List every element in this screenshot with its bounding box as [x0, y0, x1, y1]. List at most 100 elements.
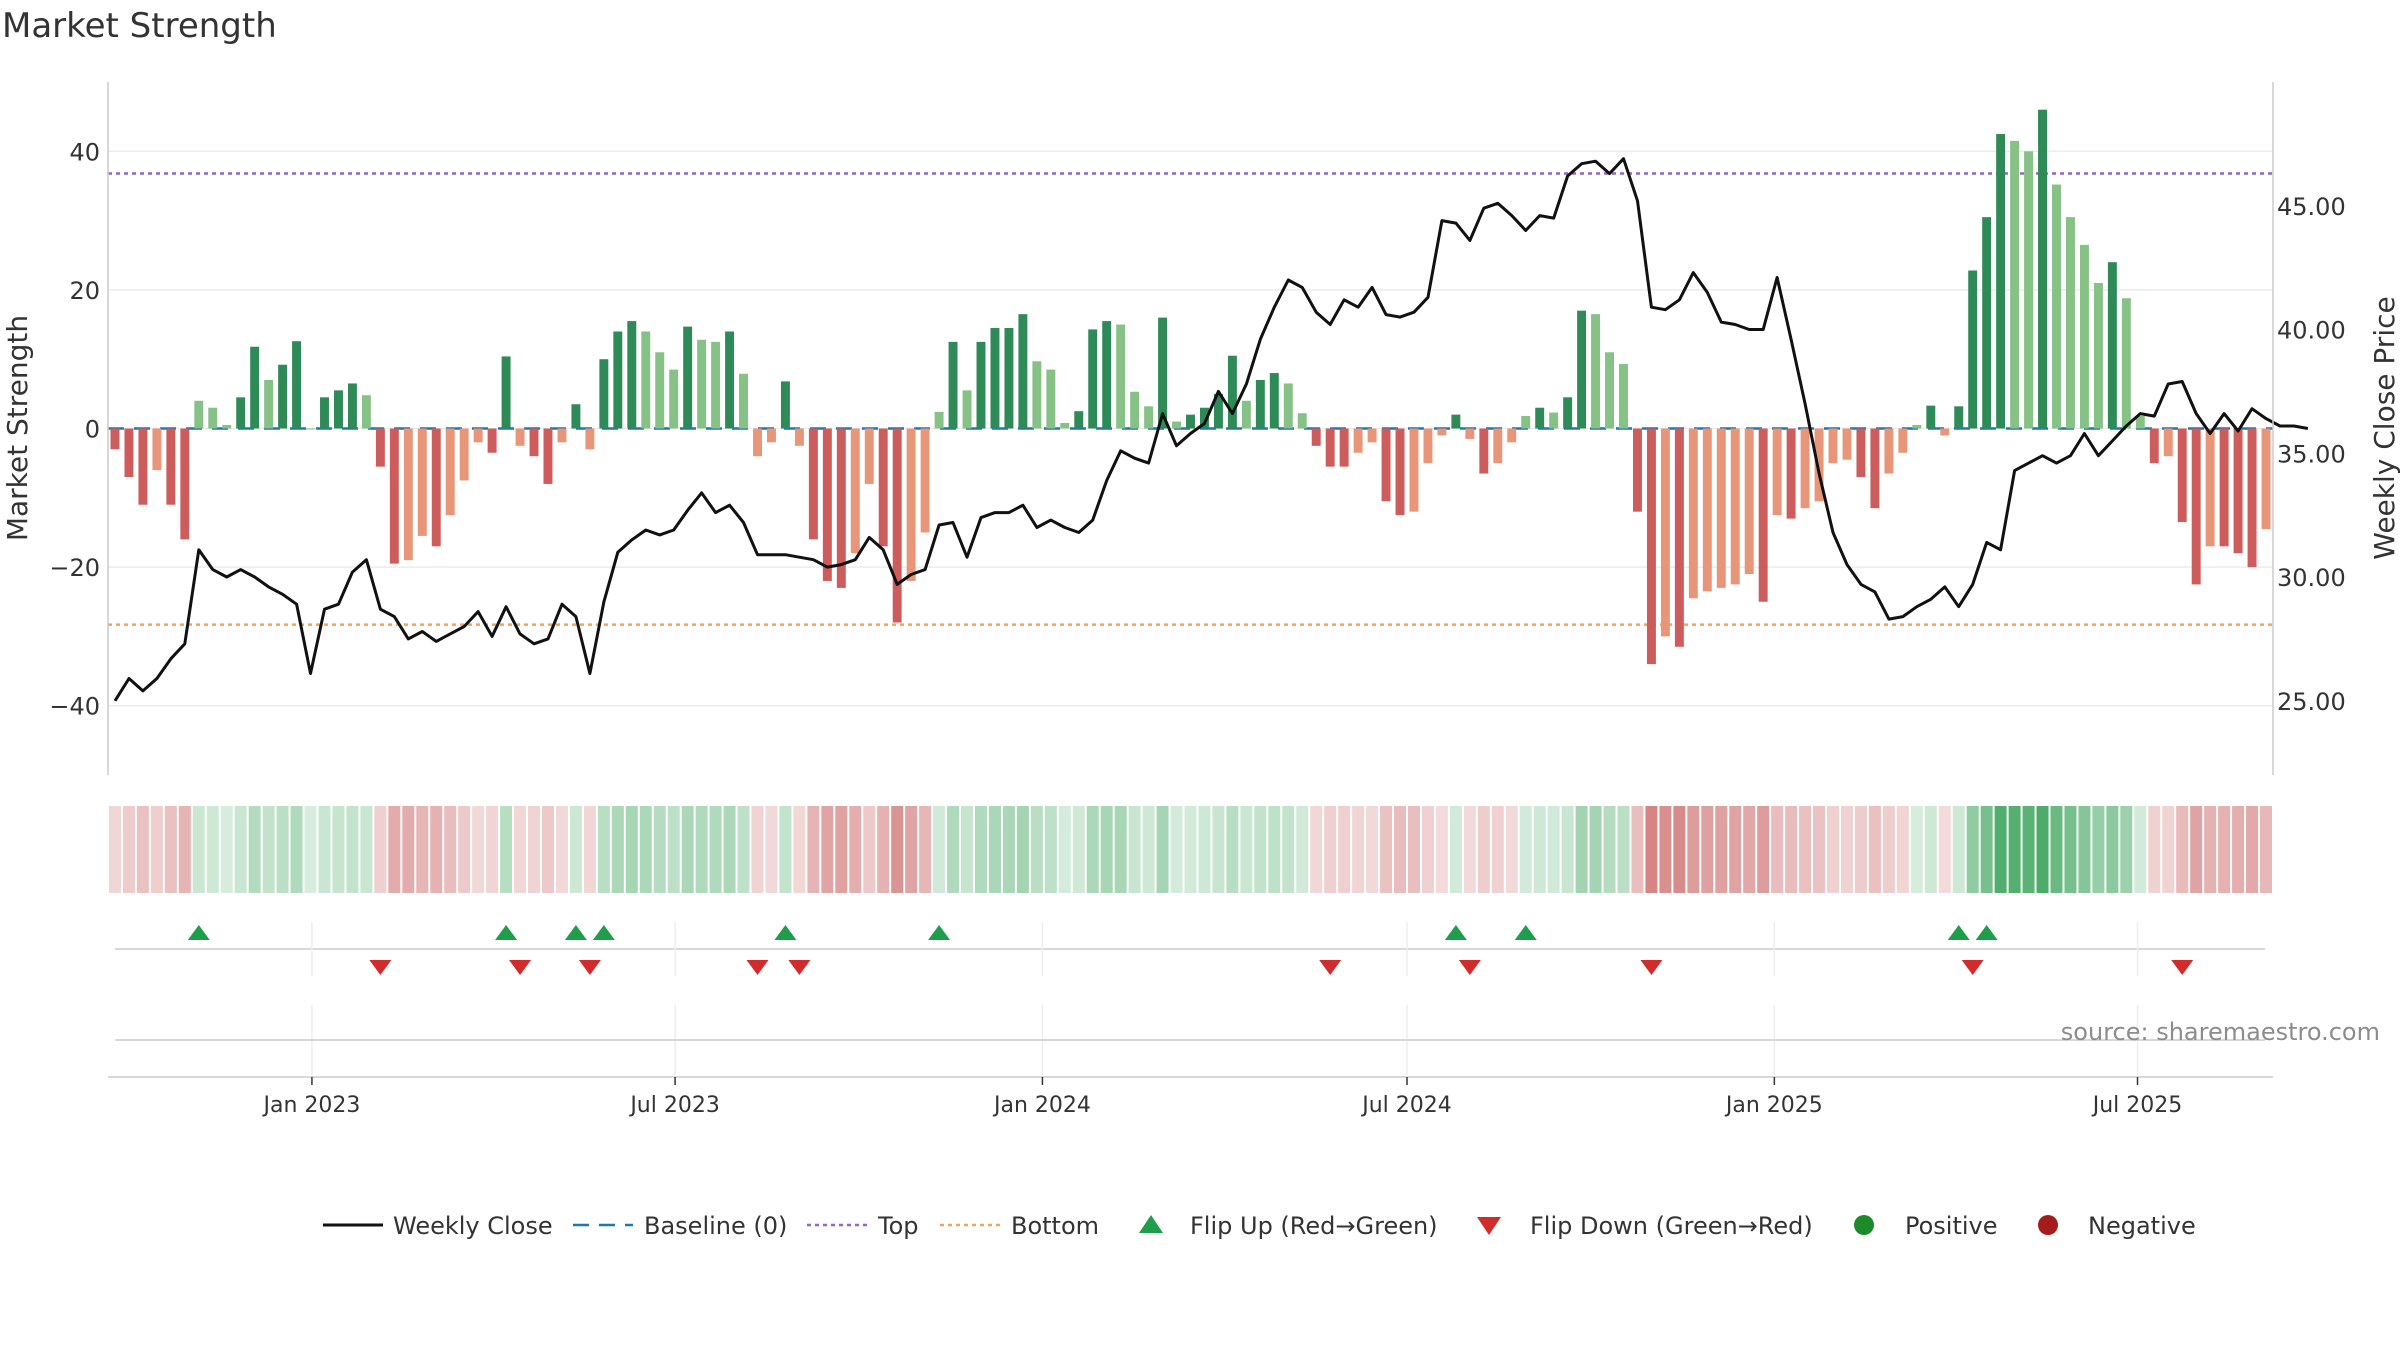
heat-cell — [1449, 806, 1462, 893]
strength-bar — [1172, 421, 1182, 429]
strength-bar — [1409, 428, 1419, 512]
strength-bar — [2219, 428, 2229, 547]
strength-bar — [1158, 317, 1168, 429]
heat-cell — [514, 806, 527, 893]
heat-cell — [1673, 806, 1686, 893]
heat-cell — [2120, 806, 2133, 893]
heat-cell — [444, 806, 457, 893]
strength-bar — [124, 428, 134, 478]
strength-bar — [1954, 406, 1964, 429]
strength-bar — [292, 341, 302, 429]
strength-bar — [808, 428, 818, 540]
strength-bar — [2065, 217, 2075, 429]
strength-bar — [543, 428, 553, 484]
x-tick-label: Jan 2023 — [261, 1093, 360, 1118]
strength-bar — [2024, 151, 2034, 429]
legend-label: Flip Down (Green→Red) — [1530, 1212, 1813, 1240]
heat-cell — [625, 806, 638, 893]
heat-cell — [1938, 806, 1951, 893]
strength-bar — [599, 359, 609, 429]
heat-cell — [597, 806, 610, 893]
strength-bar — [1367, 428, 1377, 443]
strength-bar — [389, 428, 399, 564]
heat-cell — [1743, 806, 1756, 893]
strength-bar — [306, 428, 316, 430]
heat-cell — [1729, 806, 1742, 893]
left-axis-label: Market Strength — [1, 315, 34, 541]
strength-bar — [1297, 413, 1307, 429]
lower-empty-panel — [108, 1005, 2273, 1078]
strength-bar — [2247, 428, 2257, 568]
strength-bar — [2107, 262, 2117, 429]
strength-bar — [431, 428, 441, 547]
strength-bar — [1632, 428, 1642, 512]
heat-cell — [1854, 806, 1867, 893]
strength-bar — [2261, 428, 2271, 529]
flip-up-marker — [774, 925, 797, 940]
strength-bar — [683, 326, 693, 429]
heat-cell — [1156, 806, 1169, 893]
strength-bar — [1423, 428, 1433, 464]
heat-cell — [1952, 806, 1965, 893]
strength-bar — [1772, 428, 1782, 516]
heat-cell — [1924, 806, 1937, 893]
heat-cell — [1659, 806, 1672, 893]
strength-bar — [138, 428, 148, 505]
strength-bar — [2093, 282, 2103, 429]
strength-bar — [864, 428, 874, 484]
legend-label: Baseline (0) — [644, 1212, 787, 1240]
strength-bar — [906, 428, 916, 581]
source-label: source: sharemaestro.com — [2061, 1018, 2380, 1046]
heat-cell — [1352, 806, 1365, 893]
strength-bar — [403, 428, 413, 561]
heat-cell — [1184, 806, 1197, 893]
heat-cell — [276, 806, 289, 893]
strength-bar — [934, 411, 944, 429]
heat-cell — [1910, 806, 1923, 893]
reference-lines — [108, 172, 2273, 626]
chart-title: Market Strength — [2, 6, 277, 46]
strength-bar — [1493, 428, 1503, 464]
heat-cell — [374, 806, 387, 893]
strength-bar — [2149, 428, 2159, 464]
right-tick-label: 45.00 — [2277, 193, 2346, 221]
strength-bar — [1255, 379, 1265, 429]
heat-cell — [220, 806, 233, 893]
heat-cell — [1645, 806, 1658, 893]
strength-bar — [333, 390, 343, 429]
flip-up-marker — [1975, 925, 1998, 940]
heat-cell — [304, 806, 317, 893]
strength-bar — [1465, 428, 1475, 439]
strength-bar — [1549, 412, 1559, 429]
heat-cell — [1142, 806, 1155, 893]
strength-bar — [613, 331, 623, 429]
heat-cell — [1212, 806, 1225, 893]
heat-cell — [318, 806, 331, 893]
strength-bar — [473, 428, 483, 443]
flip-down-marker — [369, 960, 392, 975]
strength-bar — [1646, 428, 1656, 665]
heat-cell — [1785, 806, 1798, 893]
heat-cell — [1016, 806, 1029, 893]
strength-bar — [1996, 133, 2006, 429]
strength-bar — [194, 400, 204, 429]
heat-cell — [779, 806, 792, 893]
right-axis-label: Weekly Close Price — [2368, 296, 2400, 559]
heat-cell — [1407, 806, 1420, 893]
heat-cell — [2162, 806, 2175, 893]
heat-cell — [1366, 806, 1379, 893]
flip-up-marker — [495, 925, 518, 940]
heat-cell — [1994, 806, 2007, 893]
heat-cell — [1575, 806, 1588, 893]
strength-bar — [711, 341, 721, 429]
heat-cell — [402, 806, 415, 893]
strength-bar — [1269, 373, 1279, 429]
heat-cell — [1966, 806, 1979, 893]
heat-cell — [178, 806, 191, 893]
heat-cell — [360, 806, 373, 893]
heat-cell — [1226, 806, 1239, 893]
heat-cell — [1589, 806, 1602, 893]
x-tick-label: Jul 2025 — [2091, 1093, 2183, 1118]
heat-cell — [1757, 806, 1770, 893]
